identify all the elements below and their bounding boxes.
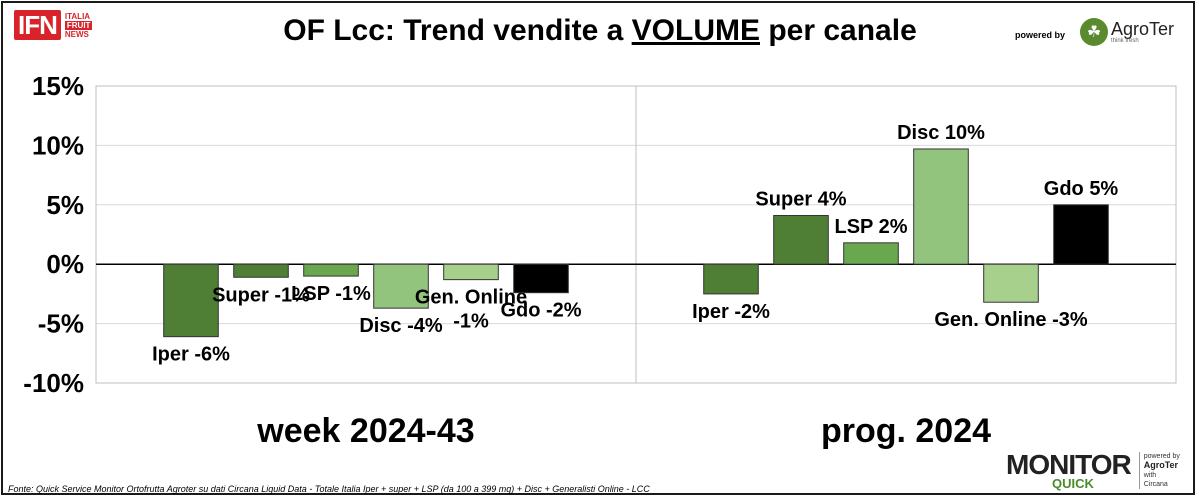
ifn-word-2: FRUIT [64,20,93,30]
y-tick-label: 10% [32,130,84,160]
ifn-word-1: ITALIA [64,11,91,21]
chart-title: OF Lcc: Trend vendite a VOLUME per canal… [0,14,1200,48]
bar [913,148,969,265]
group-label: prog. 2024 [821,412,991,450]
ifn-logo-words: ITALIA FRUIT NEWS [64,11,93,39]
data-label: Gdo -2% [500,300,581,322]
title-part-2: per canale [760,14,917,47]
tree-icon: ☘ [1080,18,1108,46]
monitor-quick-logo: MONITOR QUICK powered by AgroTer with Ci… [1006,449,1180,491]
bar [1053,204,1109,265]
data-label: Gen. Online -3% [934,309,1088,331]
ifn-logo-mark: IFN [14,10,61,40]
data-label: Disc -4% [359,315,443,337]
group-label: week 2024-43 [256,412,474,450]
bar [163,263,219,338]
data-label: LSP 2% [835,216,908,238]
data-label: Super -1% [212,284,310,306]
title-part-1: OF Lcc: Trend vendite a [283,14,632,47]
monitor-word: MONITOR [1006,449,1132,480]
agroter-wordmark: AgroTer think fresh [1111,20,1174,44]
bar [303,263,359,277]
agroter-name: AgroTer [1111,19,1175,39]
data-label: Disc 10% [897,122,985,144]
data-label: Iper -6% [152,344,230,366]
monitor-quick: QUICK [1052,476,1094,491]
bar [843,242,899,265]
side-powered: powered by [1143,453,1180,460]
y-tick-label: 15% [32,71,84,101]
bar [513,263,569,294]
title-underlined: VOLUME [631,14,760,47]
monitor-side-credits: powered by AgroTer with Circana [1138,452,1180,489]
data-label: Super 4% [755,188,846,210]
agroter-logo: ☘ AgroTer think fresh [1080,18,1174,46]
data-label: Gen. Online -1% [415,287,527,333]
ifn-logo: IFN ITALIA FRUIT NEWS [14,10,93,40]
bar [703,263,759,295]
side-agroter: AgroTer [1143,460,1179,470]
y-tick-label: -10% [23,368,84,398]
data-label: LSP -1% [291,283,371,305]
bar [983,263,1039,303]
bar [373,263,429,309]
y-tick-label: -5% [38,309,84,339]
agroter-tagline: think fresh [1111,38,1139,44]
powered-by-label: powered by [1015,30,1066,40]
side-with: with [1143,472,1157,479]
bar [443,263,499,281]
monitor-wordmark: MONITOR QUICK [1006,449,1132,491]
y-tick-label: 0% [46,249,84,279]
source-note: Fonte: Quick Service Monitor Ortofrutta … [8,484,650,494]
y-tick-label: 5% [46,190,84,220]
bar [233,263,289,278]
bar [773,214,829,265]
data-label: Gdo 5% [1044,178,1119,200]
ifn-word-3: NEWS [64,29,89,39]
data-label: Iper -2% [692,301,770,323]
side-circana: Circana [1143,481,1168,488]
